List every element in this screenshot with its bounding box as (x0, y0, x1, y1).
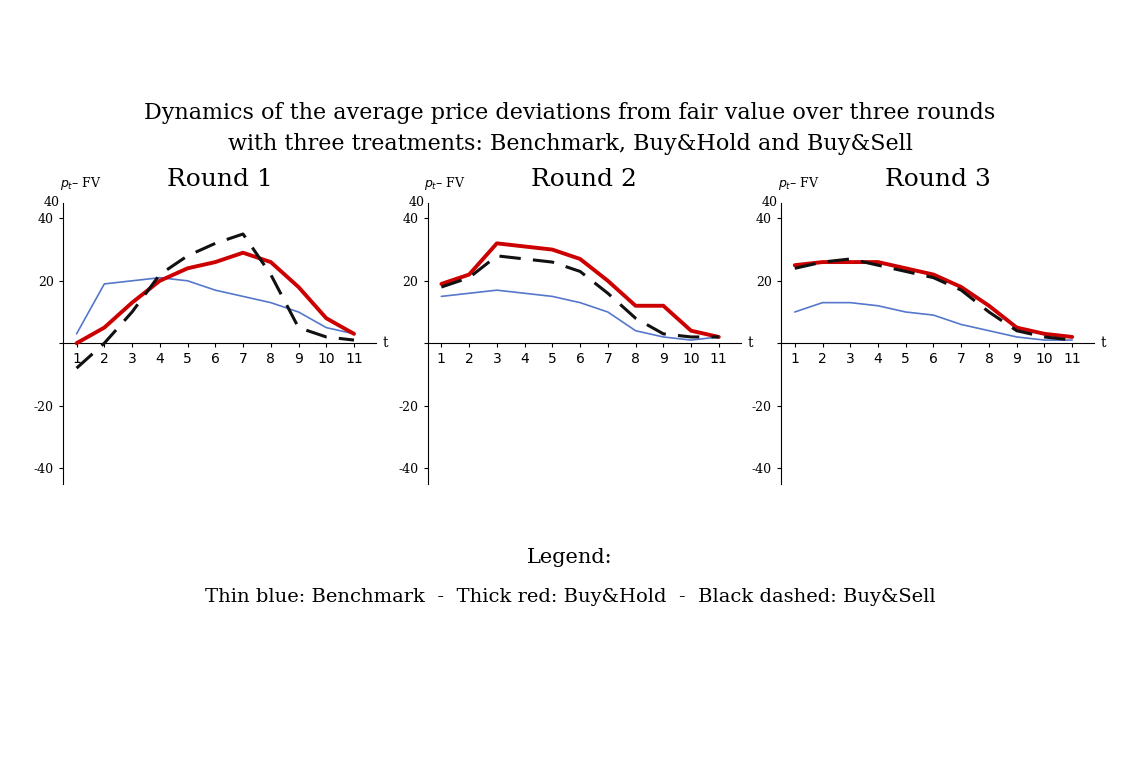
Text: $p_t$– FV: $p_t$– FV (777, 175, 820, 192)
Text: t: t (748, 336, 752, 350)
Text: Thin blue: Benchmark  -  Thick red: Buy&Hold  -  Black dashed: Buy&Sell: Thin blue: Benchmark - Thick red: Buy&Ho… (205, 587, 935, 606)
Title: Round 1: Round 1 (166, 168, 272, 191)
Text: $p_t$– FV: $p_t$– FV (59, 175, 101, 192)
Text: t: t (1101, 336, 1106, 350)
Text: 40: 40 (762, 197, 777, 209)
Title: Round 2: Round 2 (531, 168, 637, 191)
Text: Dynamics of the average price deviations from fair value over three rounds: Dynamics of the average price deviations… (145, 102, 995, 124)
Title: Round 3: Round 3 (885, 168, 991, 191)
Text: 40: 40 (43, 197, 59, 209)
Text: with three treatments: Benchmark, Buy&Hold and Buy&Sell: with three treatments: Benchmark, Buy&Ho… (228, 133, 912, 155)
Text: 40: 40 (408, 197, 424, 209)
Text: $p_t$– FV: $p_t$– FV (424, 175, 466, 192)
Text: Legend:: Legend: (527, 548, 613, 567)
Text: t: t (383, 336, 388, 350)
